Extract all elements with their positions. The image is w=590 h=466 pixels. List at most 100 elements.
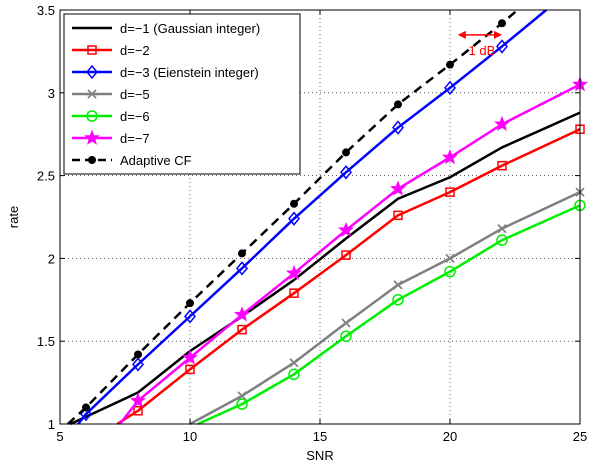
legend-marker: [86, 64, 98, 80]
data-point: [234, 306, 250, 322]
data-point: [237, 324, 247, 335]
data-point: [394, 100, 402, 109]
legend-entry-6: d=−7: [72, 129, 150, 146]
data-point: [444, 80, 456, 96]
legend-entry-7: Adaptive CF: [72, 153, 192, 168]
series-line: [77, 9, 547, 425]
legend-entry-2: d=−2: [72, 43, 150, 58]
x-axis-label: SNR: [306, 448, 333, 463]
data-point: [341, 318, 351, 328]
data-point: [132, 357, 144, 372]
x-tick-label: 15: [313, 429, 327, 444]
data-point: [393, 280, 403, 290]
data-point: [237, 391, 247, 401]
data-point: [392, 120, 404, 135]
legend-label: d=−6: [120, 109, 150, 124]
legend-entry-3: d=−3 (Eienstein integer): [72, 64, 259, 80]
data-point: [238, 249, 246, 258]
legend: d=−1 (Gaussian integer) d=−2 d=−3 (Eienste…: [63, 13, 301, 175]
y-tick-label: 2.5: [37, 169, 55, 184]
legend-label: d=−5: [120, 87, 150, 102]
data-point: [133, 406, 143, 416]
data-point: [290, 199, 298, 208]
series-1: [69, 111, 581, 426]
axis-ticks: 5 10 15 20 25 1 1.5 2 2.5 3 3.5: [37, 3, 587, 444]
data-point: [288, 211, 300, 226]
data-point: [340, 165, 352, 180]
x-stroke: [341, 318, 351, 328]
y-axis-label: rate: [6, 206, 21, 228]
data-point: [342, 148, 350, 157]
x-stroke: [289, 358, 299, 368]
data-point: [496, 39, 508, 54]
data-point: [182, 349, 198, 365]
data-point: [445, 187, 455, 197]
data-point: [390, 180, 406, 196]
y-tick-label: 3: [48, 86, 55, 101]
data-point: [338, 221, 354, 238]
legend-marker: [84, 129, 100, 145]
data-point: [130, 392, 146, 408]
series-line: [197, 204, 581, 426]
x-stroke: [87, 89, 97, 99]
data-point: [236, 398, 248, 410]
data-point: [236, 261, 248, 276]
series-2: [116, 124, 585, 426]
series-7: [66, 9, 519, 425]
x-stroke: [237, 391, 247, 401]
legend-label: d=−1 (Gaussian integer): [120, 21, 260, 36]
legend-marker: [86, 110, 98, 122]
data-point: [82, 403, 90, 412]
legend-label: d=−3 (Eienstein integer): [120, 65, 259, 80]
data-point: [341, 250, 351, 260]
data-point: [289, 288, 299, 298]
legend-label: Adaptive CF: [120, 153, 192, 168]
series-3: [77, 9, 547, 425]
data-point: [392, 294, 404, 306]
data-point: [289, 358, 299, 368]
y-tick-label: 1: [48, 417, 55, 432]
legend-marker: [88, 156, 96, 164]
data-point: [340, 330, 352, 342]
annotation-arrowhead-left: [457, 30, 466, 39]
data-point: [498, 19, 506, 28]
x-tick-label: 25: [573, 429, 587, 444]
x-tick-label: 5: [56, 429, 63, 444]
legend-entry-4: d=−5: [72, 87, 150, 102]
series-layer: [66, 9, 588, 426]
data-point: [445, 253, 455, 264]
data-point: [393, 210, 403, 221]
series-line: [116, 128, 581, 426]
legend-label: d=−2: [120, 43, 150, 58]
data-point: [288, 368, 300, 381]
x-stroke: [497, 223, 507, 234]
x-stroke: [393, 280, 403, 290]
annotation-arrowhead-right: [494, 30, 502, 39]
data-point: [446, 60, 454, 69]
data-point: [186, 299, 194, 308]
data-point: [497, 223, 507, 234]
annotation-1db: 1 dB: [457, 30, 502, 58]
y-tick-label: 1.5: [37, 334, 55, 349]
data-point: [494, 115, 510, 132]
y-tick-label: 2: [48, 251, 55, 266]
x-stroke: [445, 253, 455, 264]
series-line: [69, 111, 581, 426]
annotation-label: 1 dB: [469, 43, 496, 58]
x-tick-label: 10: [183, 429, 197, 444]
x-tick-label: 20: [443, 429, 457, 444]
data-point: [444, 265, 456, 278]
legend-marker: [87, 45, 97, 55]
data-point: [497, 160, 507, 171]
data-point: [134, 350, 142, 359]
data-point: [496, 234, 508, 246]
legend-entry-5: d=−6: [72, 109, 150, 124]
series-line: [189, 191, 581, 426]
legend-entry-1: d=−1 (Gaussian integer): [72, 21, 260, 36]
data-point: [286, 264, 302, 281]
series-line: [118, 83, 581, 425]
data-point: [185, 364, 195, 375]
data-point: [184, 309, 196, 324]
legend-label: d=−7: [120, 131, 150, 146]
